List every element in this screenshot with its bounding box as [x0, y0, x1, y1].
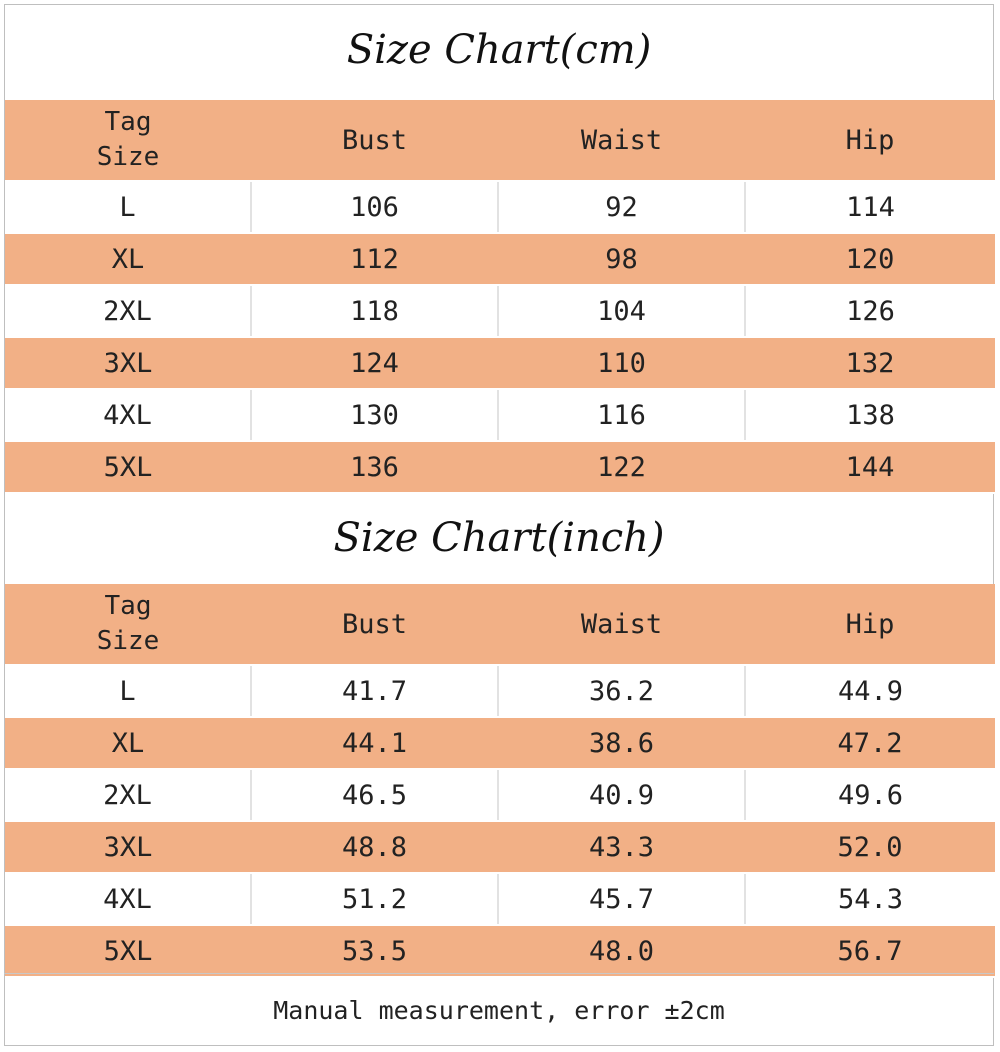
cm-header-waist: Waist — [498, 100, 745, 182]
table-row: 5XL 136 122 144 — [5, 441, 995, 494]
hip-cell: 120 — [745, 233, 995, 286]
waist-cell: 92 — [498, 181, 746, 234]
cm-header-row: Tag Size Bust Waist Hip — [5, 100, 995, 182]
size-cell: 4XL — [5, 873, 252, 926]
bust-cell: 106 — [251, 181, 499, 234]
table-row: 2XL 118 104 126 — [5, 285, 995, 338]
cm-header-tag-size: Tag Size — [5, 100, 251, 182]
waist-cell: 43.3 — [498, 821, 745, 874]
cm-chart-title: Size Chart(cm) — [346, 27, 652, 73]
inch-header-row: Tag Size Bust Waist Hip — [5, 584, 995, 666]
hip-cell: 54.3 — [745, 873, 995, 926]
waist-cell: 98 — [498, 233, 745, 286]
table-row: 2XL 46.5 40.9 49.6 — [5, 769, 995, 822]
inch-header-bust: Bust — [251, 584, 498, 666]
cm-header-tag-line1: Tag — [104, 107, 152, 137]
inch-header-tag-size: Tag Size — [5, 584, 251, 666]
size-cell: 2XL — [5, 769, 252, 822]
size-cell: L — [5, 181, 252, 234]
hip-cell: 47.2 — [745, 717, 995, 770]
measurement-note: Manual measurement, error ±2cm — [273, 996, 725, 1025]
size-cell: 4XL — [5, 389, 252, 442]
size-chart-frame — [4, 4, 994, 1046]
cm-size-table: Tag Size Bust Waist Hip L 106 92 114 XL 1… — [5, 100, 995, 494]
inch-size-table: Tag Size Bust Waist Hip L 41.7 36.2 44.9 … — [5, 584, 995, 978]
table-row: 3XL 124 110 132 — [5, 337, 995, 390]
hip-cell: 126 — [745, 285, 995, 338]
waist-cell: 38.6 — [498, 717, 745, 770]
bust-cell: 112 — [251, 233, 498, 286]
hip-cell: 44.9 — [745, 665, 995, 718]
bust-cell: 51.2 — [251, 873, 499, 926]
size-cell: 5XL — [5, 925, 251, 978]
table-row: 4XL 51.2 45.7 54.3 — [5, 873, 995, 926]
bust-cell: 53.5 — [251, 925, 498, 978]
table-row: 4XL 130 116 138 — [5, 389, 995, 442]
bust-cell: 124 — [251, 337, 498, 390]
size-cell: XL — [5, 233, 251, 286]
cm-header-bust: Bust — [251, 100, 498, 182]
waist-cell: 48.0 — [498, 925, 745, 978]
hip-cell: 144 — [745, 441, 995, 494]
bust-cell: 46.5 — [251, 769, 499, 822]
table-row: XL 44.1 38.6 47.2 — [5, 717, 995, 770]
cm-header-tag-line2: Size — [96, 142, 160, 172]
hip-cell: 52.0 — [745, 821, 995, 874]
inch-header-waist: Waist — [498, 584, 745, 666]
table-row: L 106 92 114 — [5, 181, 995, 234]
size-cell: XL — [5, 717, 251, 770]
waist-cell: 45.7 — [498, 873, 746, 926]
size-cell: 3XL — [5, 821, 251, 874]
hip-cell: 138 — [745, 389, 995, 442]
table-row: 5XL 53.5 48.0 56.7 — [5, 925, 995, 978]
bust-cell: 136 — [251, 441, 498, 494]
waist-cell: 40.9 — [498, 769, 746, 822]
bust-cell: 41.7 — [251, 665, 499, 718]
table-row: L 41.7 36.2 44.9 — [5, 665, 995, 718]
hip-cell: 132 — [745, 337, 995, 390]
hip-cell: 114 — [745, 181, 995, 234]
bust-cell: 130 — [251, 389, 499, 442]
inch-chart-title: Size Chart(inch) — [333, 515, 665, 561]
inch-header-tag-line2: Size — [96, 626, 160, 656]
waist-cell: 122 — [498, 441, 745, 494]
cm-header-hip: Hip — [745, 100, 995, 182]
size-cell: L — [5, 665, 252, 718]
size-cell: 3XL — [5, 337, 251, 390]
inch-header-tag-line1: Tag — [104, 591, 152, 621]
waist-cell: 36.2 — [498, 665, 746, 718]
hip-cell: 49.6 — [745, 769, 995, 822]
footer-divider — [4, 973, 994, 974]
waist-cell: 104 — [498, 285, 746, 338]
size-cell: 5XL — [5, 441, 251, 494]
hip-cell: 56.7 — [745, 925, 995, 978]
bust-cell: 118 — [251, 285, 499, 338]
table-row: 3XL 48.8 43.3 52.0 — [5, 821, 995, 874]
table-row: XL 112 98 120 — [5, 233, 995, 286]
inch-header-hip: Hip — [745, 584, 995, 666]
waist-cell: 116 — [498, 389, 746, 442]
size-cell: 2XL — [5, 285, 252, 338]
bust-cell: 44.1 — [251, 717, 498, 770]
bust-cell: 48.8 — [251, 821, 498, 874]
waist-cell: 110 — [498, 337, 745, 390]
